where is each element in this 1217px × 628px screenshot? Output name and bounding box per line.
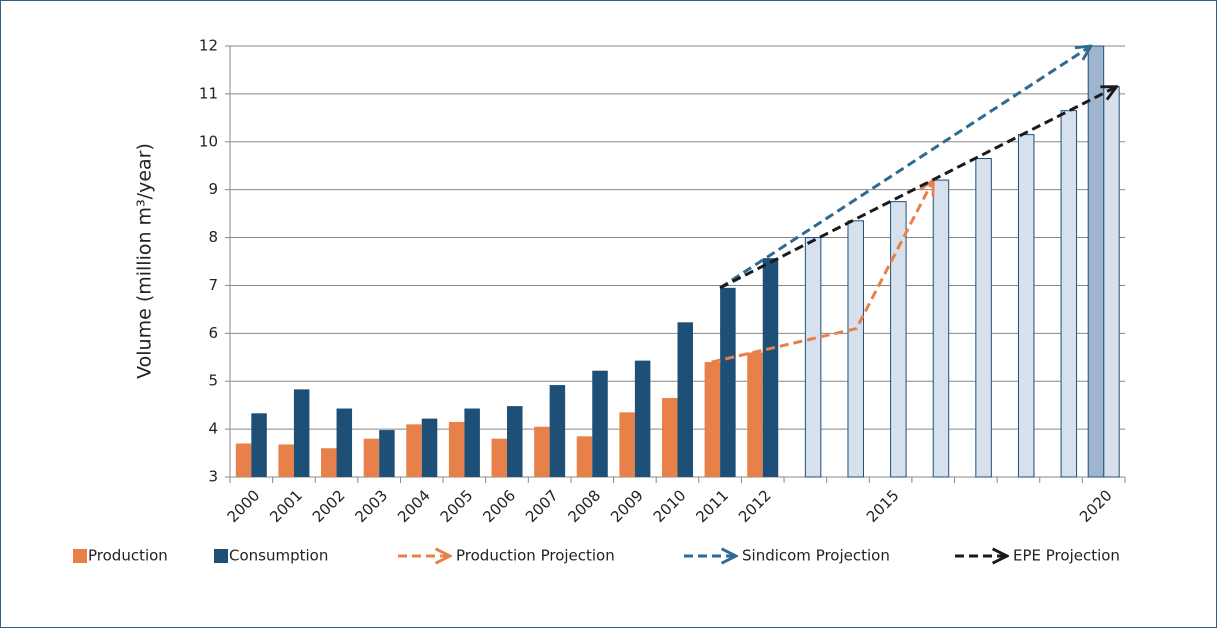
bar <box>336 408 353 477</box>
bar <box>491 438 508 477</box>
bar <box>321 448 337 477</box>
bar <box>932 179 950 478</box>
bar <box>634 360 651 477</box>
bar <box>379 430 395 477</box>
bar <box>534 426 550 477</box>
bar <box>576 436 593 477</box>
bar <box>890 201 907 478</box>
legend-swatch <box>73 549 87 563</box>
bar <box>677 322 693 477</box>
y-tick-label: 7 <box>208 276 218 294</box>
bar <box>804 237 822 478</box>
bar <box>762 258 779 477</box>
bar <box>406 424 422 477</box>
bar <box>278 444 294 477</box>
bar <box>293 389 310 477</box>
bar <box>747 352 763 477</box>
y-tick-label: 8 <box>208 228 218 246</box>
legend-label: Production Projection <box>456 547 615 565</box>
y-tick-label: 3 <box>208 468 218 486</box>
y-tick-label: 10 <box>199 132 218 150</box>
y-tick-label: 12 <box>199 37 218 55</box>
y-tick-label: 11 <box>199 84 218 102</box>
y-tick-label: 4 <box>208 420 218 438</box>
legend-label: Sindicom Projection <box>742 547 890 565</box>
bar <box>549 385 566 477</box>
bar <box>720 287 736 477</box>
y-tick-label: 5 <box>208 372 218 390</box>
bar <box>847 220 864 478</box>
y-axis-title: Volume (million m³/year) <box>134 143 156 379</box>
legend-label: EPE Projection <box>1013 547 1120 565</box>
bar <box>421 418 438 477</box>
bar <box>251 413 267 477</box>
legend-label: Consumption <box>229 547 328 565</box>
bar <box>507 406 523 477</box>
bar <box>448 421 465 477</box>
y-tick-label: 6 <box>208 324 218 342</box>
bar <box>363 438 380 477</box>
bar <box>1087 45 1105 478</box>
y-tick-label: 9 <box>208 180 218 198</box>
bar <box>662 397 678 477</box>
bar <box>592 370 608 477</box>
projection-line <box>711 180 934 364</box>
legend-label: Production <box>88 547 168 565</box>
bar <box>464 408 480 477</box>
projection-line <box>719 87 1116 290</box>
bar <box>704 362 721 477</box>
legend-swatch <box>214 549 228 563</box>
bar <box>1103 86 1120 478</box>
bar <box>1017 134 1035 478</box>
bar <box>975 158 992 478</box>
bar <box>1060 110 1078 478</box>
projection-line <box>719 46 1091 290</box>
bar <box>619 412 635 477</box>
bar <box>235 443 252 477</box>
